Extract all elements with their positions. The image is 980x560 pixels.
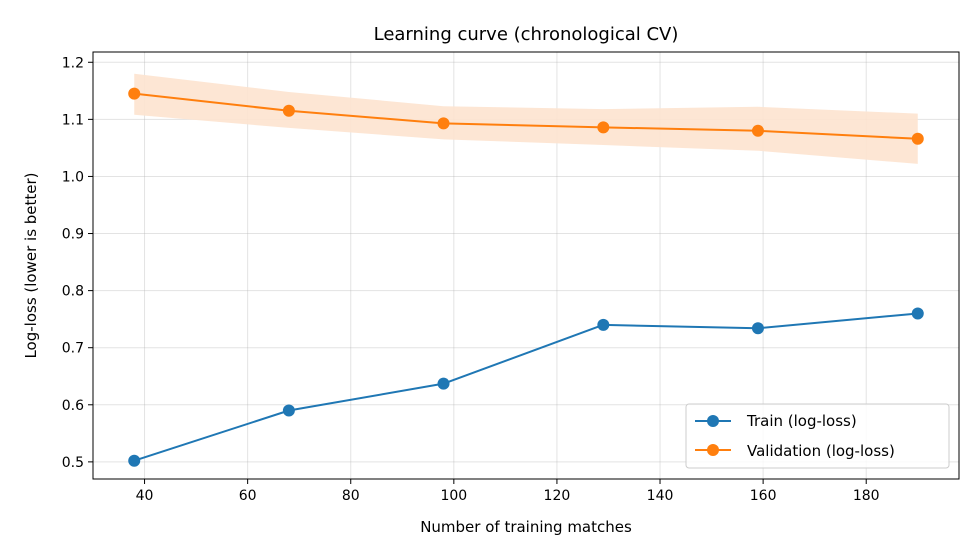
train-data-point <box>751 322 764 335</box>
y-tick-label: 0.6 <box>62 398 84 414</box>
y-tick-label: 0.9 <box>62 227 84 243</box>
y-tick-label: 1.0 <box>62 169 84 185</box>
x-tick-label: 120 <box>544 488 571 504</box>
x-tick-label: 160 <box>750 488 777 504</box>
x-tick-label: 40 <box>136 488 154 504</box>
validation-series-line <box>134 92 918 140</box>
x-tick-label: 140 <box>647 488 674 504</box>
validation-data-point <box>911 132 924 145</box>
x-tick-label: 100 <box>440 488 467 504</box>
y-axis-label: Log-loss (lower is better) <box>22 172 40 358</box>
validation-data-point <box>282 104 295 117</box>
y-tick-label: 1.1 <box>62 112 84 128</box>
legend-train-marker <box>707 415 719 427</box>
x-tick-label: 80 <box>342 488 360 504</box>
validation-data-point <box>128 87 141 100</box>
x-tick-label: 180 <box>853 488 880 504</box>
train-series-line <box>133 312 918 462</box>
y-tick-label: 0.8 <box>62 284 84 300</box>
x-tick-label: 60 <box>239 488 257 504</box>
train-data-point <box>282 404 295 417</box>
legend-box <box>685 403 950 469</box>
ticks: 40 60 80 100 120 140 160 180 0.5 0.6 0.7 0.8 0.9 1.0 1… <box>62 55 880 504</box>
legend-validation-label: Validation (log-loss) <box>747 442 895 460</box>
y-tick-label: 0.7 <box>62 341 84 357</box>
train-data-point <box>597 318 610 331</box>
legend-train-label: Train (log-loss) <box>746 412 857 430</box>
train-data-point <box>128 454 141 467</box>
validation-data-point <box>437 117 450 130</box>
chart-title: Learning curve (chronological CV) <box>374 24 679 45</box>
train-data-point <box>437 377 450 390</box>
validation-data-point <box>597 121 610 134</box>
plot-frame <box>92 51 960 480</box>
x-axis-label: Number of training matches <box>420 518 632 536</box>
y-tick-label: 1.2 <box>62 55 84 71</box>
train-data-point <box>911 307 924 320</box>
y-tick-label: 0.5 <box>62 455 84 471</box>
legend: Train (log-loss) Validation (log-loss) <box>685 403 950 469</box>
legend-validation-marker <box>707 444 719 456</box>
series <box>128 87 924 467</box>
validation-data-point <box>751 124 764 137</box>
confidence-bands <box>134 73 918 164</box>
validation-confidence-band <box>134 73 918 164</box>
